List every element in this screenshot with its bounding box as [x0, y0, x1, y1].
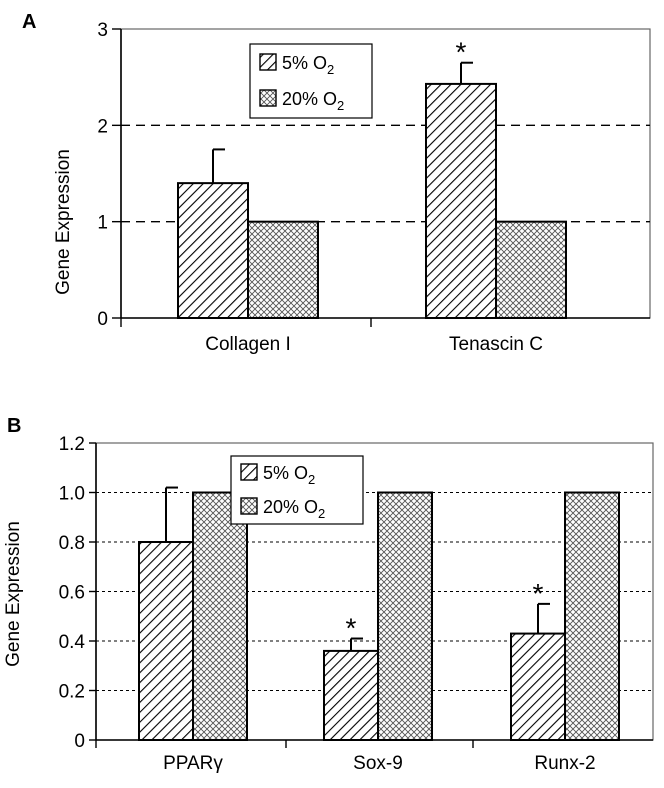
legend-label-subscript: 2 — [327, 62, 334, 77]
y-axis-label: Gene Expression — [53, 149, 74, 295]
category-label: Sox-9 — [353, 753, 403, 774]
legend-label-main: 20% O — [263, 497, 318, 517]
legend-label-subscript: 2 — [318, 506, 325, 521]
significance-star: * — [533, 578, 544, 609]
panel-letter: B — [7, 415, 21, 437]
bar — [425, 82, 497, 319]
bar — [564, 491, 620, 741]
y-tick-label: 2 — [97, 116, 108, 137]
legend-label-main: 5% O — [282, 53, 327, 73]
y-tick-label: 3 — [97, 20, 108, 41]
y-tick-label: 0.8 — [59, 533, 85, 554]
significance-star: * — [346, 613, 357, 644]
legend-label: 20% O2 — [282, 89, 344, 113]
legend-swatch — [259, 53, 277, 71]
bar — [138, 541, 194, 741]
legend-label: 5% O2 — [263, 463, 315, 487]
significance-star: * — [456, 37, 467, 68]
legend-label-subscript: 2 — [337, 98, 344, 113]
legend-label: 5% O2 — [282, 53, 334, 77]
panel-letter: A — [22, 11, 36, 33]
y-tick-label: 1.0 — [59, 484, 85, 505]
legend-label: 20% O2 — [263, 497, 325, 521]
bar — [192, 491, 248, 741]
y-tick-label: 0.4 — [59, 632, 86, 653]
legend-swatch — [240, 497, 258, 515]
y-axis-label: Gene Expression — [3, 521, 24, 667]
legend-swatch — [240, 463, 258, 481]
y-tick-label: 0 — [74, 731, 85, 752]
bar — [495, 220, 567, 320]
legend-label-main: 5% O — [263, 463, 308, 483]
category-label: PPARγ — [163, 753, 223, 774]
legend-swatch — [259, 89, 277, 107]
category-label: Tenascin C — [449, 334, 543, 355]
y-tick-label: 0.6 — [59, 583, 85, 604]
category-label: Collagen I — [205, 334, 291, 355]
bar — [177, 182, 249, 319]
category-label: Runx-2 — [534, 753, 595, 774]
bar — [510, 632, 566, 742]
bar — [247, 220, 319, 320]
y-tick-label: 1.2 — [59, 434, 85, 455]
bar — [377, 491, 433, 741]
panel-b-chart: B 0 0.2 0.4 0.6 0.8 1.0 1.2 Gene Expression PPARγ… — [3, 415, 654, 774]
y-tick-label: 0.2 — [59, 682, 85, 703]
bar — [323, 649, 379, 742]
y-tick-label: 0 — [97, 309, 108, 330]
legend-label-subscript: 2 — [308, 472, 315, 487]
legend-label-main: 20% O — [282, 89, 337, 109]
y-tick-label: 1 — [97, 213, 108, 234]
panel-a-chart: A 0 1 2 3 Gene Expression Collagen I * Tenascin … — [22, 11, 651, 355]
